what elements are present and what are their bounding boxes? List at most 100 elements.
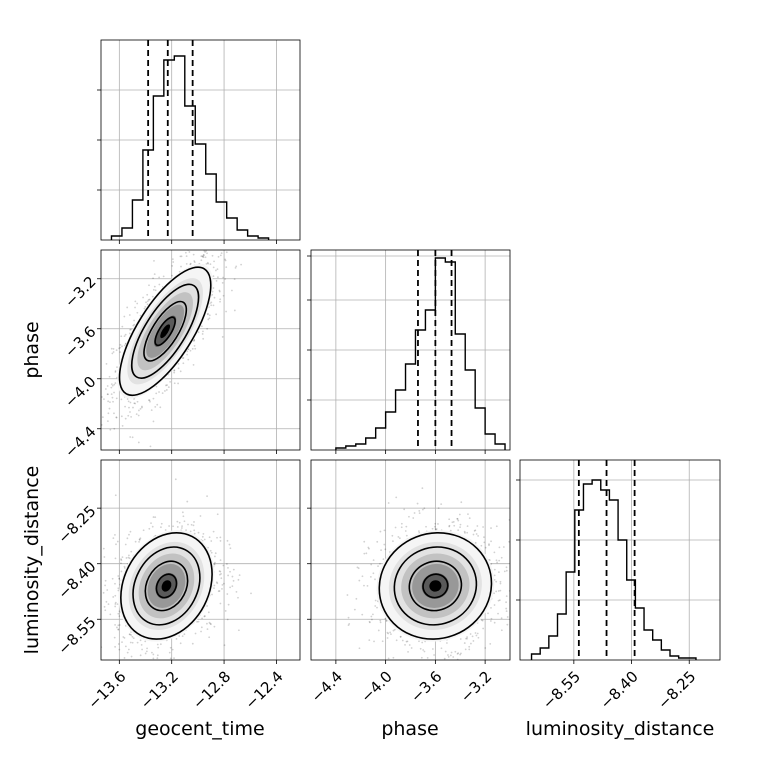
sample-point <box>192 363 195 366</box>
sample-point <box>193 260 196 262</box>
sample-point <box>129 401 132 404</box>
histogram-step-line <box>110 55 270 240</box>
sample-point <box>139 654 142 657</box>
contour-line-3 <box>422 573 449 599</box>
sample-point <box>237 629 240 632</box>
sample-point <box>141 405 143 408</box>
sample-point <box>493 592 495 595</box>
sample-point <box>453 524 456 527</box>
sample-point <box>172 525 175 528</box>
sample-point <box>134 402 137 405</box>
sample-point <box>111 384 114 387</box>
sample-point <box>130 550 133 553</box>
sample-point <box>108 407 111 410</box>
sample-point <box>120 558 122 561</box>
sample-point <box>148 399 150 402</box>
sample-point <box>187 523 189 526</box>
sample-point <box>227 566 229 569</box>
sample-point <box>133 402 136 405</box>
sample-point <box>423 507 426 510</box>
sample-point <box>437 507 440 510</box>
sample-point <box>154 516 157 519</box>
sample-point <box>197 331 200 334</box>
sample-point <box>113 391 115 394</box>
sample-point <box>418 509 421 512</box>
sample-point <box>105 362 108 365</box>
sample-point <box>459 653 462 656</box>
sample-point <box>399 635 402 638</box>
sample-point <box>148 527 151 530</box>
sample-point <box>497 599 500 602</box>
sample-point <box>157 646 160 649</box>
sample-point <box>158 391 160 393</box>
sample-point <box>489 642 492 645</box>
sample-point <box>107 603 110 606</box>
sample-point <box>212 530 215 533</box>
sample-point <box>120 335 123 338</box>
sample-point <box>202 254 205 256</box>
sample-point <box>140 643 143 646</box>
sample-point <box>448 525 451 528</box>
sample-point <box>473 530 476 532</box>
sample-point <box>457 519 460 522</box>
sample-point <box>219 540 222 542</box>
sample-point <box>172 261 175 263</box>
sample-point <box>117 612 120 615</box>
sample-point <box>182 515 185 518</box>
sample-point <box>121 556 124 559</box>
sample-point <box>426 656 429 659</box>
sample-point <box>173 371 176 374</box>
sample-point <box>448 524 451 527</box>
sample-point <box>131 641 134 644</box>
sample-point <box>206 261 209 264</box>
sample-point <box>459 526 461 529</box>
sample-point <box>118 578 121 580</box>
sample-point <box>222 564 225 567</box>
sample-point <box>379 530 382 533</box>
sample-point <box>135 413 138 416</box>
sample-point <box>110 383 113 386</box>
sample-point <box>220 577 223 580</box>
sample-point <box>482 526 484 528</box>
sample-point <box>193 344 196 347</box>
sample-point <box>476 632 479 635</box>
sample-point <box>206 605 208 607</box>
sample-point <box>173 382 176 385</box>
plot-area <box>530 460 697 660</box>
sample-point <box>446 642 448 644</box>
sample-point <box>200 259 203 262</box>
contour-line-2 <box>408 560 463 612</box>
sample-point <box>368 620 371 623</box>
sample-point <box>146 300 149 303</box>
sample-point <box>156 403 159 406</box>
sample-point <box>139 639 142 642</box>
sample-point <box>202 532 205 535</box>
sample-point <box>487 612 489 615</box>
sample-point <box>223 644 226 647</box>
sample-point <box>202 337 205 340</box>
histogram-step-line <box>335 257 506 450</box>
sample-point <box>508 540 510 543</box>
sample-point <box>237 596 239 599</box>
sample-point <box>103 605 106 608</box>
plot-area <box>346 487 510 660</box>
sample-point <box>200 626 203 629</box>
sample-point <box>464 531 466 534</box>
sample-point <box>413 512 416 514</box>
sample-point <box>496 561 499 564</box>
sample-point <box>126 398 129 400</box>
sample-point <box>408 644 411 646</box>
sample-point <box>222 294 225 297</box>
sample-point <box>125 557 128 559</box>
sample-point <box>152 277 154 280</box>
sample-point <box>353 608 356 611</box>
sample-point <box>229 586 232 589</box>
sample-point <box>123 344 126 347</box>
sample-point <box>115 349 118 352</box>
sample-point <box>488 543 490 546</box>
sample-point <box>393 628 396 631</box>
sample-point <box>130 328 132 331</box>
sample-point <box>141 648 144 651</box>
panel-hist-phase <box>307 249 511 454</box>
